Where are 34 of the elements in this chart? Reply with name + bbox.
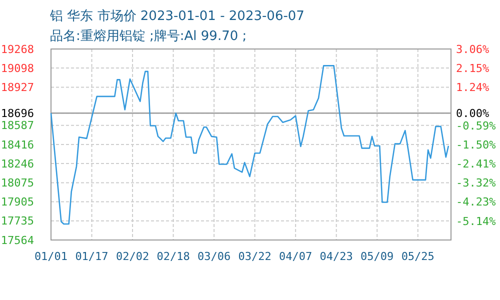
- x-tick-label: 04/07: [279, 250, 312, 263]
- y-tick-label: 17735: [0, 214, 34, 228]
- x-tick-label: 01/17: [75, 250, 108, 263]
- y-tick-label: 18246: [0, 157, 34, 170]
- y2-tick-label: 2.15%: [456, 62, 490, 75]
- x-tick-label: 05/25: [401, 250, 434, 263]
- y2-tick-label: 3.06%: [456, 42, 490, 56]
- y2-tick-label: -3.32%: [456, 176, 496, 190]
- y-tick-label: 18587: [0, 119, 34, 132]
- y-tick-label: 17905: [0, 196, 34, 209]
- x-tick-label: 04/23: [320, 250, 353, 263]
- line-series: [50, 65, 450, 225]
- y-tick-label: 18416: [0, 138, 34, 152]
- x-tick-label: 02/02: [116, 250, 150, 263]
- x-tick-label: 02/18: [156, 250, 190, 263]
- y-tick-label: 18075: [0, 176, 34, 190]
- y-tick-label: 18696: [0, 106, 34, 120]
- y-tick-label: 17564: [0, 234, 34, 247]
- y2-tick-label: 1.24%: [456, 81, 490, 94]
- y-tick-label: 19098: [0, 62, 34, 75]
- x-tick-label: 03/22: [238, 250, 272, 263]
- y2-tick-label: 0.00%: [456, 107, 490, 120]
- y2-tick-label: -4.23%: [456, 196, 496, 209]
- x-tick-label: 05/09: [360, 250, 394, 263]
- chart-title: 铝 华东 市场价 2023-01-01 - 2023-06-07: [49, 9, 304, 24]
- y2-tick-label: -1.50%: [456, 138, 496, 152]
- y-tick-label: 18927: [0, 81, 34, 94]
- chart-subtitle: 品名:重熔用铝锭 ;牌号:Al 99.70 ;: [50, 29, 247, 44]
- y2-tick-label: -0.59%: [456, 119, 496, 132]
- y-tick-label: 19268: [0, 42, 34, 56]
- x-tick-label: 01/01: [34, 250, 68, 263]
- y2-tick-label: -5.14%: [456, 214, 496, 228]
- y2-tick-label: -2.41%: [456, 158, 496, 171]
- x-tick-label: 03/06: [197, 250, 231, 263]
